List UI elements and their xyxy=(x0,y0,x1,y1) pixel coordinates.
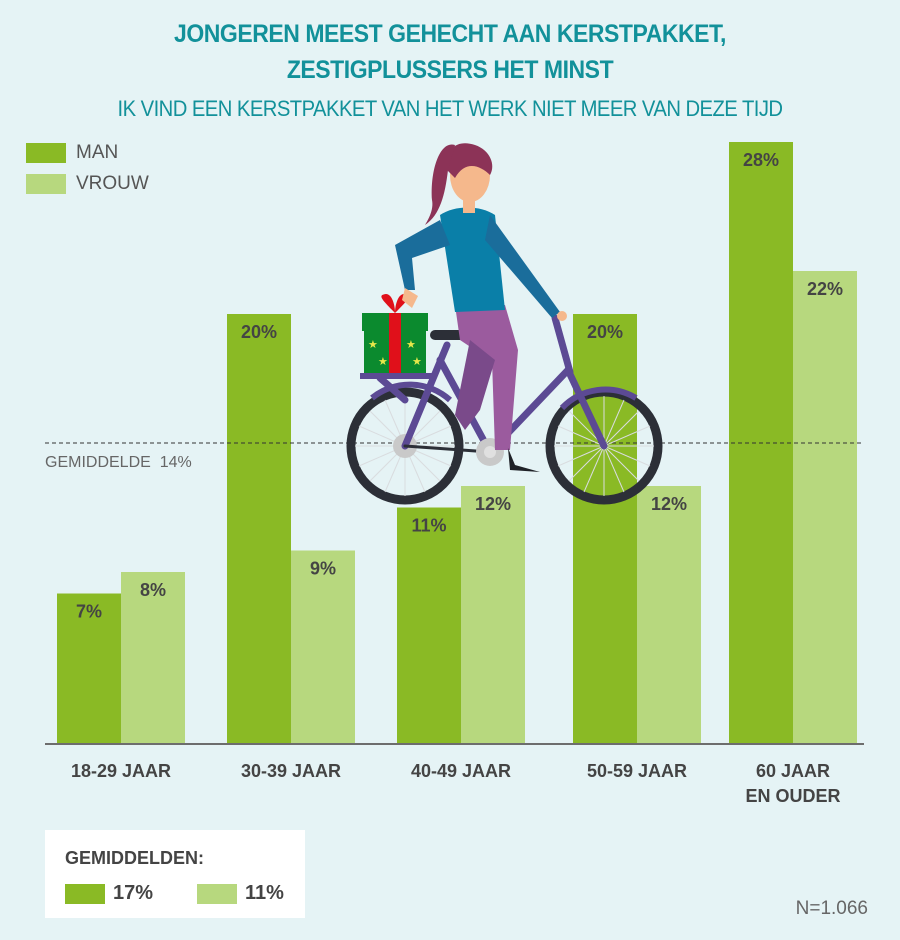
chart-title-line-2: ZESTIGPLUSSERS HET MINST xyxy=(286,56,614,84)
bar-value-label-vrouw-3: 12% xyxy=(475,494,511,514)
bar-value-label-vrouw-1: 8% xyxy=(140,580,166,600)
legend-item-vrouw: VROUW xyxy=(26,173,149,194)
average-vrouw: 11% xyxy=(197,882,284,905)
average-man-value: 17% xyxy=(113,882,154,904)
bar-value-labels: 7% 8% 20% 9% 11% 12% 20% 12% 28% 22% xyxy=(76,150,843,622)
legend-item-man: MAN xyxy=(26,142,119,163)
bar-value-label-man-2: 20% xyxy=(241,322,277,342)
category-label-2: 30-39 JAAR xyxy=(241,761,341,781)
svg-text:★: ★ xyxy=(406,339,416,351)
bar-value-label-man-1: 7% xyxy=(76,602,102,622)
svg-text:★: ★ xyxy=(412,356,422,368)
svg-text:★: ★ xyxy=(368,339,378,351)
bar-value-label-vrouw-4: 12% xyxy=(651,494,687,514)
bar-value-label-man-5: 28% xyxy=(743,150,779,170)
average-reference-label: GEMIDDELDE 14% xyxy=(45,454,192,471)
average-vrouw-value: 11% xyxy=(245,882,284,904)
bar-vrouw-3 xyxy=(461,486,525,744)
bar-vrouw-1 xyxy=(121,572,185,744)
legend-label-man: MAN xyxy=(76,142,119,163)
category-label-4: 50-59 JAAR xyxy=(587,761,687,781)
category-label-1: 18-29 JAAR xyxy=(71,761,171,781)
category-labels: 18-29 JAAR 30-39 JAAR 40-49 JAAR 50-59 JAAR… xyxy=(71,761,841,806)
bar-vrouw-5 xyxy=(793,271,857,744)
bar-vrouw-2 xyxy=(291,550,355,744)
average-man: 17% xyxy=(65,882,153,905)
bars-group xyxy=(57,142,857,744)
chart-subtitle: IK VIND EEN KERSTPAKKET VAN HET WERK NIE… xyxy=(117,96,783,121)
averages-title: GEMIDDELDEN: xyxy=(65,848,204,868)
bar-value-label-vrouw-5: 22% xyxy=(807,279,843,299)
legend-swatch-man xyxy=(26,143,66,163)
svg-text:★: ★ xyxy=(378,356,388,368)
legend-label-vrouw: VROUW xyxy=(76,173,149,194)
bar-man-3 xyxy=(397,507,461,744)
bar-value-label-man-4: 20% xyxy=(587,322,623,342)
average-vrouw-swatch xyxy=(197,883,237,904)
sample-size-footnote: N=1.066 xyxy=(795,898,868,919)
bar-value-label-vrouw-2: 9% xyxy=(310,559,336,579)
averages-box: GEMIDDELDEN: 17% 11% xyxy=(45,830,305,918)
bar-man-4 xyxy=(573,314,637,744)
average-man-swatch xyxy=(65,883,105,904)
bar-man-2 xyxy=(227,314,291,744)
category-label-3: 40-49 JAAR xyxy=(411,761,511,781)
legend-swatch-vrouw xyxy=(26,174,66,194)
bar-man-1 xyxy=(57,593,121,744)
chart-title-line-1: JONGEREN MEEST GEHECHT AAN KERSTPAKKET, xyxy=(173,20,727,48)
category-label-5-line-1: 60 JAAR xyxy=(756,761,830,781)
bar-value-label-man-3: 11% xyxy=(411,516,446,536)
bar-vrouw-4 xyxy=(637,486,701,744)
category-label-5-line-2: EN OUDER xyxy=(745,786,840,806)
woman-on-bicycle-with-gift-icon: ★★ ★★ xyxy=(346,143,663,505)
gift-icon: ★★ ★★ xyxy=(362,294,428,373)
